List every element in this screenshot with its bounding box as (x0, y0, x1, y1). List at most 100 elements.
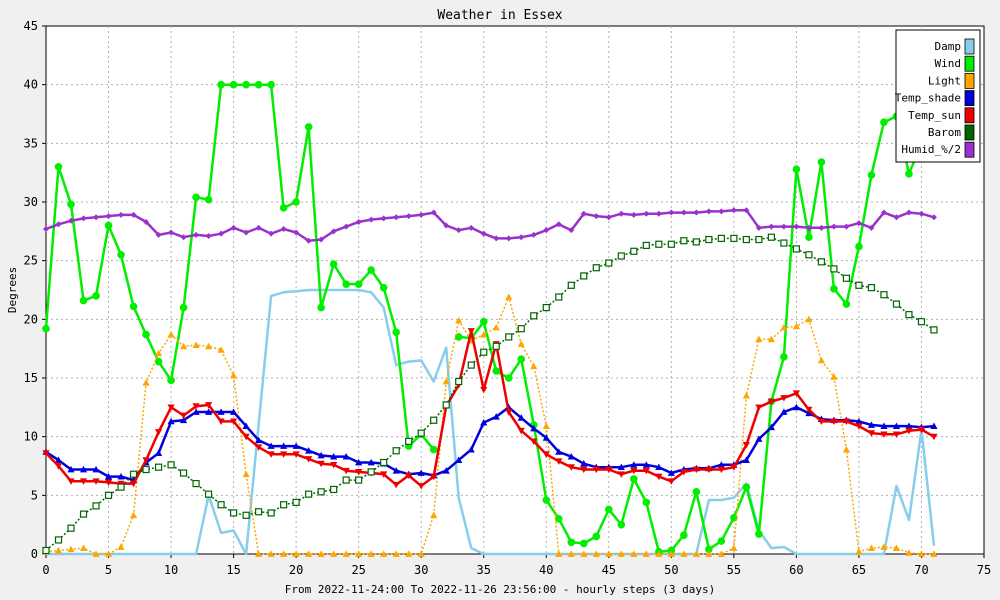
data-point (518, 234, 525, 241)
data-point (254, 80, 263, 89)
data-point (192, 193, 200, 202)
data-point (354, 280, 363, 288)
data-point (192, 480, 200, 488)
data-point (143, 218, 150, 225)
data-point (442, 401, 450, 409)
data-point (555, 293, 563, 301)
data-point (905, 427, 913, 435)
data-point (455, 377, 463, 386)
data-point (642, 467, 650, 475)
x-tick-label: 5 (105, 563, 112, 577)
data-point (154, 357, 163, 366)
data-point (455, 316, 463, 324)
data-point (717, 550, 725, 557)
data-point (242, 511, 250, 519)
data-point (868, 224, 875, 231)
data-point (54, 536, 63, 544)
data-point (280, 501, 288, 509)
data-point (755, 530, 763, 538)
legend-label: Temp_shade (895, 92, 961, 105)
data-point (667, 240, 675, 248)
data-point (368, 216, 375, 223)
data-point (142, 465, 150, 474)
data-point (742, 483, 751, 491)
data-point (567, 464, 575, 471)
data-point (617, 520, 626, 529)
data-point (79, 465, 88, 473)
data-point (817, 356, 826, 364)
data-point (655, 550, 663, 557)
data-point (192, 403, 200, 410)
data-point (467, 445, 475, 453)
data-point (930, 214, 937, 221)
data-point (905, 170, 913, 178)
data-point (630, 475, 638, 483)
data-point (293, 229, 300, 236)
data-point (792, 390, 800, 397)
data-point (129, 480, 138, 488)
data-point (167, 404, 175, 411)
data-point (905, 311, 913, 319)
data-point (129, 302, 138, 311)
data-point (417, 429, 425, 437)
data-point (118, 211, 125, 218)
data-point (554, 515, 563, 523)
data-point (867, 171, 876, 179)
legend-label: Humid_%/2 (901, 143, 961, 156)
data-point (643, 210, 650, 217)
data-point (255, 550, 263, 557)
data-point (530, 438, 538, 445)
data-point (492, 367, 501, 375)
data-point (905, 549, 913, 556)
series-line-damp (46, 288, 936, 556)
legend-label: Damp (935, 40, 962, 53)
x-tick-label: 40 (539, 563, 553, 577)
data-point (880, 422, 888, 429)
data-point (717, 537, 726, 545)
x-tick-label: 30 (414, 563, 428, 577)
data-point (317, 303, 325, 312)
data-point (317, 550, 325, 557)
data-point (68, 217, 75, 224)
data-point (380, 471, 388, 478)
data-point (54, 163, 63, 171)
data-point (717, 466, 725, 474)
data-point (905, 422, 913, 429)
data-point (930, 550, 938, 557)
data-point (830, 223, 837, 230)
data-point (443, 222, 450, 229)
data-point (355, 468, 363, 476)
data-point (680, 531, 688, 540)
data-point (255, 444, 263, 451)
data-point (154, 449, 163, 456)
data-point (855, 548, 863, 555)
x-tick-label: 10 (164, 563, 178, 577)
data-point (42, 324, 50, 333)
data-point (755, 435, 763, 442)
data-point (880, 431, 888, 438)
data-point (930, 326, 938, 334)
data-point (193, 231, 200, 238)
data-point (817, 158, 826, 166)
data-point (242, 422, 250, 429)
x-tick-label: 25 (351, 563, 365, 577)
data-point (630, 467, 638, 475)
data-point (380, 550, 388, 557)
data-point (580, 210, 587, 217)
data-point (242, 470, 250, 478)
data-point (179, 416, 188, 424)
data-point (255, 436, 263, 444)
data-point (379, 283, 388, 292)
data-point (818, 224, 825, 231)
data-point (605, 259, 613, 267)
data-point (780, 223, 787, 230)
data-point (367, 266, 375, 274)
data-point (392, 467, 400, 474)
data-point (768, 223, 775, 230)
data-point (742, 392, 750, 399)
data-point (180, 234, 187, 241)
data-point (268, 230, 275, 237)
series-line-light (45, 296, 934, 555)
data-point (92, 502, 100, 510)
data-point (230, 408, 238, 415)
